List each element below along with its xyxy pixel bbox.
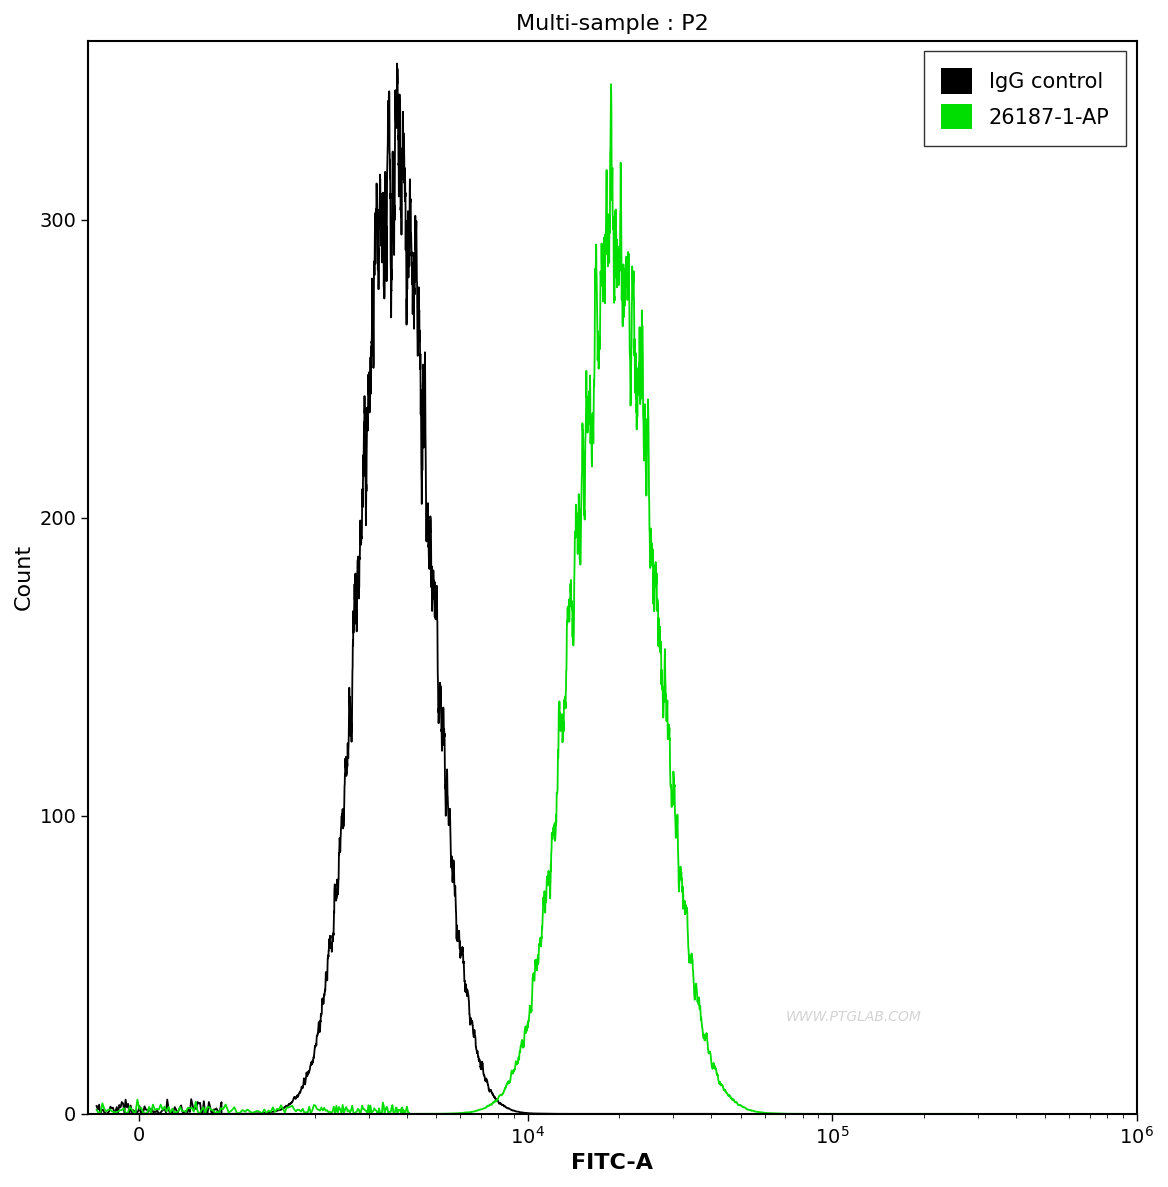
Title: Multi-sample : P2: Multi-sample : P2 bbox=[516, 14, 709, 34]
26187-1-AP bbox=[604, 77, 618, 91]
26187-1-AP bbox=[959, 1106, 973, 1121]
26187-1-AP bbox=[481, 1099, 495, 1113]
26187-1-AP bbox=[499, 1080, 513, 1094]
IgG control bbox=[90, 1099, 104, 1113]
26187-1-AP bbox=[726, 1092, 741, 1106]
26187-1-AP bbox=[716, 1078, 730, 1092]
26187-1-AP bbox=[90, 1103, 104, 1117]
X-axis label: FITC-A: FITC-A bbox=[571, 1153, 653, 1173]
26187-1-AP bbox=[519, 1024, 533, 1039]
Y-axis label: Count: Count bbox=[14, 545, 34, 610]
Line: 26187-1-AP: 26187-1-AP bbox=[97, 84, 966, 1113]
Line: IgG control: IgG control bbox=[97, 64, 716, 1113]
IgG control bbox=[294, 1081, 308, 1096]
IgG control bbox=[390, 57, 404, 71]
IgG control bbox=[288, 1092, 303, 1106]
IgG control bbox=[456, 944, 470, 958]
IgG control bbox=[320, 963, 334, 977]
IgG control bbox=[394, 184, 408, 198]
26187-1-AP bbox=[335, 1098, 349, 1112]
IgG control bbox=[709, 1106, 723, 1121]
IgG control bbox=[232, 1106, 246, 1121]
Text: WWW.PTGLAB.COM: WWW.PTGLAB.COM bbox=[786, 1010, 922, 1024]
Legend: IgG control, 26187-1-AP: IgG control, 26187-1-AP bbox=[924, 51, 1126, 146]
